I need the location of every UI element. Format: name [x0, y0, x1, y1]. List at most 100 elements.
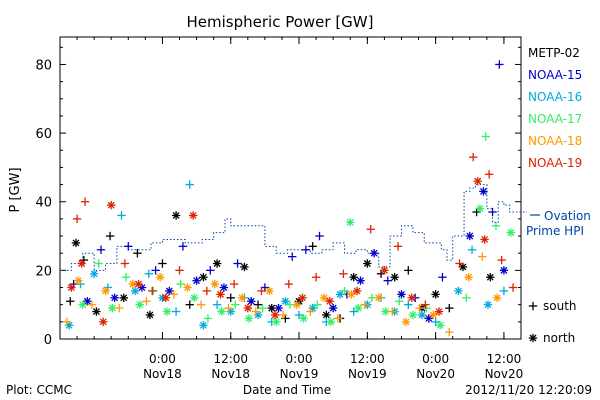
- data-point-noaa-15: [247, 297, 256, 306]
- data-point-noaa-15: [96, 245, 106, 254]
- data-point-noaa-18: [429, 310, 438, 320]
- x-tick-label-time: 0:00: [422, 352, 449, 366]
- x-tick-label-time: 12:00: [350, 352, 385, 366]
- x-tick-label-time: 12:00: [213, 352, 248, 366]
- x-tick-label-date: Nov19: [280, 367, 319, 381]
- data-point-noaa-18: [401, 317, 411, 327]
- legend-marker-north: [528, 333, 538, 343]
- data-point-noaa-15: [219, 283, 229, 292]
- data-point-noaa-15: [192, 276, 201, 285]
- legend-entry-noaa-18: NOAA-18: [528, 134, 582, 148]
- data-point-noaa-19: [455, 259, 464, 268]
- data-point-noaa-16: [294, 310, 304, 320]
- data-point-noaa-17: [78, 300, 87, 309]
- data-point-noaa-17: [272, 317, 281, 327]
- data-point-metp-02: [92, 307, 101, 316]
- data-point-noaa-19: [107, 200, 116, 210]
- data-point-noaa-18: [210, 279, 220, 289]
- data-point-noaa-19: [257, 286, 266, 296]
- data-point-noaa-18: [445, 327, 454, 337]
- footer-plot-source: Plot: CCMC: [6, 383, 72, 397]
- data-point-noaa-17: [462, 293, 471, 303]
- data-point-noaa-15: [488, 207, 497, 217]
- data-point-noaa-17: [135, 300, 144, 309]
- data-point-noaa-19: [80, 197, 90, 206]
- data-point-metp-02: [145, 310, 155, 320]
- x-tick-label-date: Nov20: [416, 367, 455, 381]
- data-point-noaa-17: [435, 321, 445, 330]
- data-point-noaa-15: [397, 290, 406, 299]
- data-point-noaa-15: [479, 187, 488, 196]
- data-point-noaa-19: [393, 242, 403, 251]
- data-point-noaa-16: [199, 321, 208, 330]
- data-point-noaa-18: [101, 286, 110, 296]
- data-point-metp-02: [445, 303, 454, 313]
- legend-entry-noaa-15: NOAA-15: [528, 68, 582, 82]
- data-point-noaa-15: [465, 231, 474, 241]
- data-point-noaa-17: [381, 307, 390, 316]
- y-tick-label: 20: [35, 264, 52, 279]
- data-point-metp-02: [171, 211, 181, 220]
- data-point-noaa-19: [175, 266, 184, 275]
- data-point-noaa-17: [299, 314, 308, 323]
- data-point-noaa-15: [151, 266, 160, 275]
- data-point-noaa-16: [483, 300, 493, 309]
- data-point-metp-02: [158, 259, 167, 268]
- data-point-noaa-15: [165, 286, 174, 296]
- data-point-noaa-15: [495, 60, 504, 69]
- data-point-metp-02: [363, 259, 372, 268]
- data-point-noaa-16: [185, 180, 194, 189]
- data-point-noaa-17: [481, 132, 490, 141]
- data-point-noaa-15: [274, 303, 283, 313]
- data-point-noaa-18: [183, 283, 192, 292]
- data-point-metp-02: [349, 273, 358, 282]
- data-point-noaa-19: [468, 152, 478, 162]
- data-point-noaa-19: [352, 286, 362, 296]
- data-point-noaa-19: [161, 293, 171, 303]
- x-tick-label-time: 0:00: [149, 352, 176, 366]
- data-point-metp-02: [105, 231, 115, 241]
- data-point-noaa-18: [388, 307, 397, 316]
- data-point-noaa-18: [251, 307, 260, 316]
- data-point-noaa-17: [217, 307, 226, 316]
- data-point-noaa-19: [325, 297, 334, 306]
- data-point-noaa-19: [77, 259, 86, 268]
- data-point-noaa-18: [360, 300, 370, 309]
- data-point-noaa-18: [224, 303, 233, 313]
- data-point-noaa-16: [212, 300, 222, 309]
- x-tick-label-time: 12:00: [487, 352, 522, 366]
- data-point-noaa-18: [74, 276, 83, 285]
- data-point-noaa-16: [171, 307, 181, 316]
- data-point-noaa-18: [347, 290, 356, 299]
- data-point-noaa-17: [190, 293, 199, 303]
- data-point-noaa-18: [169, 290, 179, 299]
- data-point-noaa-17: [313, 300, 322, 309]
- legend-ovation-line1: Ovation: [544, 209, 591, 223]
- data-point-noaa-19: [243, 303, 253, 313]
- data-point-noaa-19: [284, 279, 293, 289]
- data-point-noaa-15: [315, 231, 324, 241]
- data-point-noaa-19: [480, 235, 489, 244]
- data-point-noaa-16: [117, 211, 126, 220]
- chart-title: Hemispheric Power [GW]: [187, 13, 374, 31]
- data-point-metp-02: [308, 242, 317, 251]
- y-tick-label: 40: [35, 196, 52, 211]
- plot-frame: [59, 36, 522, 340]
- data-point-metp-02: [431, 290, 440, 299]
- data-point-metp-02: [66, 297, 75, 306]
- data-point-noaa-17: [231, 300, 240, 309]
- data-point-noaa-15: [301, 245, 311, 254]
- legend-entry-noaa-16: NOAA-16: [528, 90, 582, 104]
- footer-timestamp: 2012/11/20 12:20:09: [465, 383, 592, 397]
- data-point-noaa-18: [478, 252, 487, 261]
- data-point-noaa-19: [339, 269, 348, 278]
- data-point-noaa-17: [244, 314, 254, 323]
- data-point-noaa-15: [206, 266, 215, 275]
- data-point-noaa-17: [94, 259, 103, 268]
- y-tick-label: 60: [35, 127, 52, 142]
- data-point-noaa-16: [144, 269, 153, 278]
- data-point-noaa-19: [229, 279, 239, 289]
- data-point-noaa-19: [497, 255, 506, 265]
- data-point-metp-02: [253, 300, 263, 309]
